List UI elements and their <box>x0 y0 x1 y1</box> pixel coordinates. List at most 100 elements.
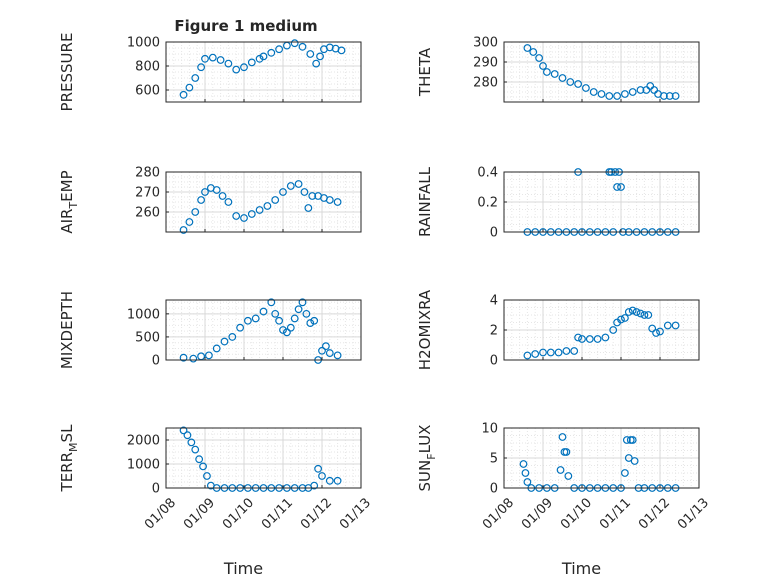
y-tick-label: 0.4 <box>477 166 498 181</box>
data-point <box>228 333 237 341</box>
y-tick-label: 4 <box>490 294 498 309</box>
data-point <box>283 328 291 337</box>
data-point <box>203 472 211 480</box>
y-axis-label: TERRMSL <box>58 424 80 493</box>
data-point <box>570 347 579 355</box>
data-point <box>201 54 209 63</box>
y-tick-label: 1000 <box>127 458 160 473</box>
data-point <box>546 348 555 357</box>
data-point <box>636 86 645 94</box>
axes-panel-5: 0 500 1000 MIXDEPTH <box>58 291 362 369</box>
data-point <box>179 426 188 435</box>
y-tick-label: 500 <box>135 330 160 345</box>
data-point <box>191 445 200 454</box>
x-axis-label: Time <box>561 559 601 578</box>
data-point <box>247 210 256 218</box>
data-point <box>589 88 598 96</box>
data-point <box>185 83 194 92</box>
y-tick-label: 300 <box>473 36 498 51</box>
data-point <box>279 188 287 196</box>
data-point <box>325 476 334 485</box>
data-point <box>617 183 625 191</box>
data-point <box>271 196 280 204</box>
y-tick-label: 10 <box>481 422 498 437</box>
data-point <box>308 192 317 200</box>
y-axis-label: PRESSURE <box>58 33 76 112</box>
y-axis-label: MIXDEPTH <box>58 291 76 369</box>
data-point <box>298 42 307 51</box>
data-point <box>304 204 313 212</box>
data-point <box>316 52 324 61</box>
data-point <box>191 208 200 216</box>
data-point <box>208 53 217 62</box>
x-tick-label: 01/09 <box>519 495 556 532</box>
data-point <box>333 476 342 485</box>
data-point <box>218 192 227 200</box>
y-tick-label: 0 <box>152 354 160 369</box>
data-point <box>539 348 547 357</box>
axes-panel-6: 0 2 4 H2OMIXRA <box>416 289 700 370</box>
data-point <box>529 48 538 56</box>
data-point <box>247 58 256 67</box>
data-point <box>554 348 563 357</box>
data-point <box>539 62 547 70</box>
data-point <box>187 438 196 447</box>
data-point <box>240 214 248 222</box>
data-point <box>322 342 330 351</box>
y-tick-label: 270 <box>135 186 160 201</box>
data-point <box>605 92 614 100</box>
data-point <box>593 335 602 343</box>
data-point <box>183 431 192 440</box>
data-point <box>574 333 582 342</box>
data-point <box>255 54 264 63</box>
data-point <box>671 321 680 330</box>
y-tick-label: 0 <box>490 482 498 497</box>
data-point <box>259 52 268 61</box>
data-point <box>630 457 639 465</box>
data-series <box>179 180 342 234</box>
y-tick-label: 800 <box>135 60 160 75</box>
data-point <box>521 469 530 477</box>
data-point <box>671 92 680 100</box>
data-point <box>220 337 229 346</box>
data-point <box>558 74 567 82</box>
data-point <box>628 436 637 444</box>
data-point <box>660 92 668 100</box>
data-point <box>652 329 660 337</box>
data-point <box>212 344 221 353</box>
data-point <box>189 354 198 363</box>
data-point <box>310 481 319 490</box>
y-tick-label: 0.2 <box>477 196 498 211</box>
y-tick-label: 280 <box>135 166 160 181</box>
data-point <box>585 335 594 343</box>
data-point <box>650 86 659 94</box>
data-point <box>642 86 651 94</box>
data-point <box>197 63 206 72</box>
y-axis-label: AIRTEMP <box>58 170 80 233</box>
data-point <box>644 311 653 319</box>
y-axis-label: H2OMIXRA <box>416 289 434 370</box>
data-point <box>519 460 528 468</box>
data-point <box>550 70 559 78</box>
axes-panel-1: 600 800 1000 PRESSURE <box>58 33 362 112</box>
data-point <box>564 472 573 480</box>
data-point <box>204 351 213 360</box>
data-point <box>531 350 540 358</box>
data-point <box>310 316 319 325</box>
data-point <box>290 314 299 323</box>
data-point <box>224 59 233 68</box>
data-point <box>609 326 618 334</box>
data-point <box>337 46 346 55</box>
data-point <box>325 196 334 204</box>
data-series <box>523 44 680 100</box>
data-point <box>562 347 571 355</box>
data-point <box>574 80 582 88</box>
data-point <box>578 335 586 343</box>
data-point <box>197 352 206 361</box>
data-point <box>613 183 621 191</box>
y-tick-label: 1000 <box>127 307 160 322</box>
axes-panel-3: 260 270 280 AIRTEMP <box>58 166 362 234</box>
data-point <box>318 472 326 480</box>
data-point <box>267 298 276 307</box>
data-point <box>179 90 188 99</box>
